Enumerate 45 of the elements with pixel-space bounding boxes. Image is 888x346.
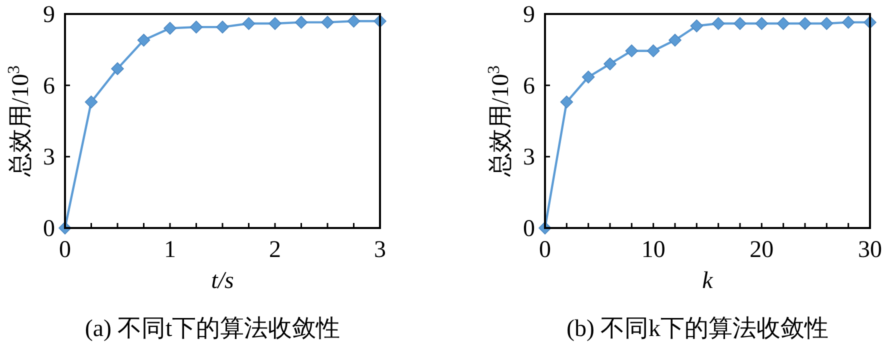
- point: [137, 34, 150, 47]
- point: [712, 17, 725, 30]
- point: [646, 44, 660, 58]
- x-tick-label: 30: [858, 237, 882, 263]
- x-tick-label: 10: [641, 237, 666, 263]
- point: [776, 17, 790, 30]
- point: [294, 16, 308, 29]
- y-tick-label: 9: [43, 2, 55, 28]
- text: (b) 不同k下的算法收敛性: [566, 316, 828, 342]
- point: [668, 34, 682, 47]
- y-tick-label: 0: [43, 216, 55, 242]
- x-tick-label: 0: [539, 237, 551, 263]
- point: [820, 17, 834, 30]
- x-axis-title: k: [702, 268, 714, 294]
- point: [242, 17, 256, 30]
- point: [111, 62, 124, 76]
- point: [321, 16, 334, 29]
- x-tick-label: 1: [164, 237, 176, 263]
- point: [582, 70, 595, 84]
- text: (a) 不同t下的算法收敛性: [84, 316, 340, 342]
- point: [268, 17, 282, 30]
- point: [734, 17, 746, 30]
- point: [690, 19, 704, 32]
- point: [755, 17, 768, 30]
- y-tick-label: 0: [523, 216, 535, 242]
- point: [190, 20, 203, 34]
- point: [164, 22, 176, 35]
- y-tick-label: 6: [523, 73, 535, 100]
- point: [216, 20, 229, 34]
- y-tick-label: 3: [523, 144, 535, 171]
- x-tick-label: 3: [374, 237, 386, 263]
- point: [798, 17, 812, 30]
- point: [84, 96, 98, 108]
- x-tick-label: 2: [269, 237, 281, 263]
- point: [604, 58, 616, 70]
- point: [347, 14, 360, 28]
- x-tick-label: 20: [750, 237, 774, 263]
- point: [560, 96, 574, 108]
- x-tick-label: 0: [59, 237, 71, 263]
- x-axis-title: t/s: [211, 268, 234, 294]
- point: [625, 44, 638, 58]
- point: [842, 16, 855, 29]
- y-tick-label: 9: [523, 2, 535, 28]
- y-tick-label: 3: [43, 144, 55, 171]
- y-tick-label: 6: [43, 73, 55, 100]
